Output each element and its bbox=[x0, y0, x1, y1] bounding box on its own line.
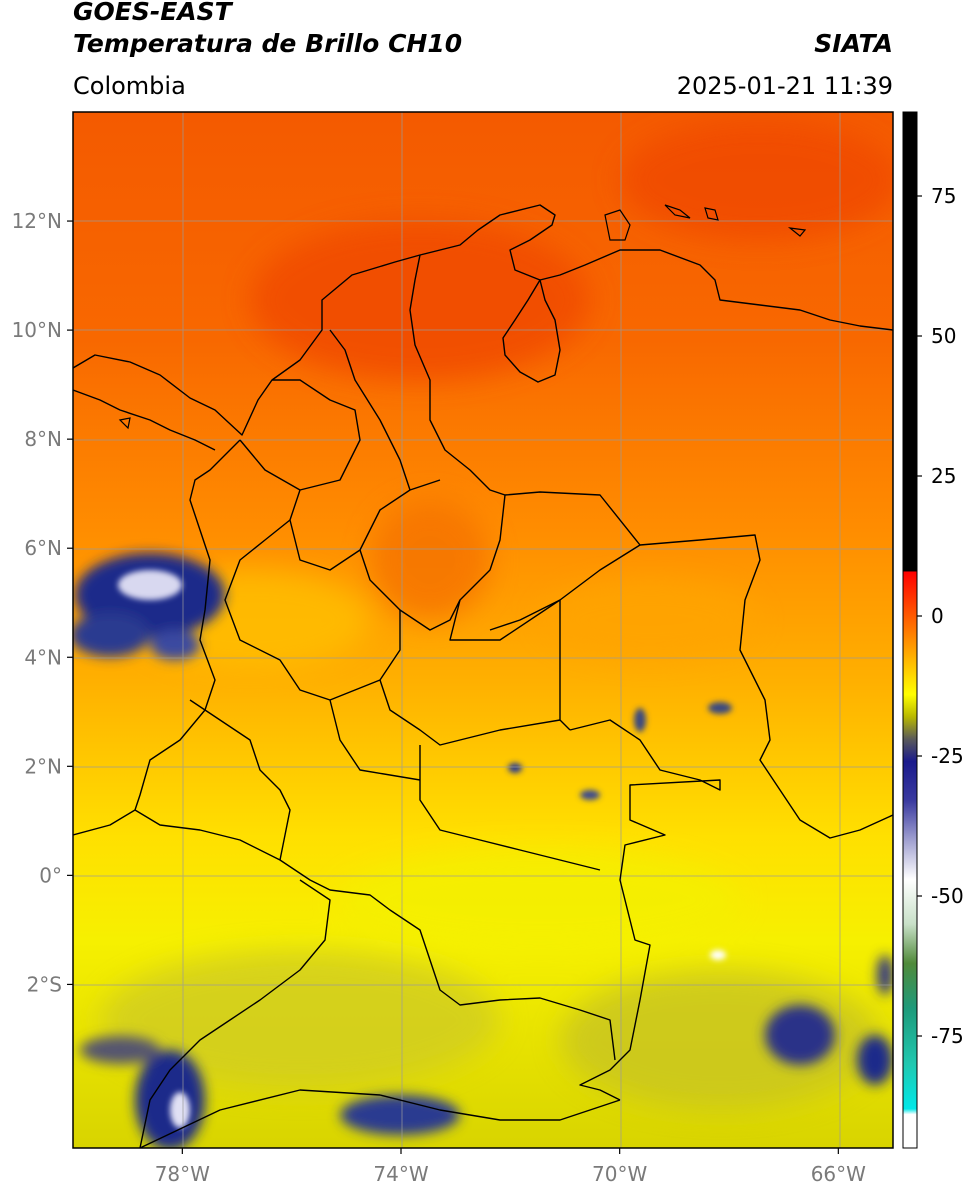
colombia-ecuador-peru-border bbox=[134, 809, 616, 1061]
internal-border-2 bbox=[289, 479, 441, 571]
amazon-river bbox=[139, 1089, 621, 1148]
colorbar-tick-label: -25 bbox=[931, 744, 964, 768]
colorbar-tick-label: -75 bbox=[931, 1024, 964, 1048]
pacific-coast bbox=[73, 439, 241, 836]
colorbar-tick-label: 50 bbox=[931, 324, 956, 348]
colombia-brazil-border bbox=[569, 719, 721, 1101]
lon-tick-label: 66°W bbox=[811, 1162, 866, 1186]
lon-tick-label: 78°W bbox=[155, 1162, 210, 1186]
internal-border-5 bbox=[379, 679, 561, 746]
colorbar-tick-label: -50 bbox=[931, 884, 964, 908]
datetime-label: 2025-01-21 11:39 bbox=[676, 72, 893, 100]
lat-tick-label: 6°N bbox=[24, 536, 62, 560]
internal-border-11 bbox=[489, 544, 641, 631]
satellite-title: GOES-EAST bbox=[73, 0, 232, 26]
lat-tick-label: 2°S bbox=[27, 972, 62, 996]
peru-coast bbox=[139, 879, 331, 1148]
colorbar: 75 50 25 0 -25 -50 -75 bbox=[902, 111, 964, 1149]
internal-border-4 bbox=[224, 519, 401, 701]
product-title: Temperatura de Brillo CH10 bbox=[73, 29, 463, 58]
agency-label: SIATA bbox=[814, 29, 893, 58]
brightness-temperature-field bbox=[73, 112, 893, 1148]
island-outlines bbox=[118, 204, 807, 430]
coastlines-borders bbox=[73, 204, 893, 1148]
longitude-ticks: 78°W 74°W 70°W 66°W bbox=[155, 1148, 866, 1186]
colorbar-tick-label: 0 bbox=[931, 604, 944, 628]
map-frame bbox=[72, 111, 894, 1149]
caribbean-coast bbox=[73, 204, 893, 436]
lat-tick-label: 10°N bbox=[12, 318, 62, 342]
lat-tick-label: 2°N bbox=[24, 754, 62, 778]
lat-tick-label: 4°N bbox=[24, 645, 62, 669]
region-label: Colombia bbox=[73, 72, 186, 100]
lat-tick-label: 0° bbox=[39, 863, 62, 887]
internal-border-1 bbox=[239, 379, 361, 491]
internal-border-6 bbox=[419, 745, 601, 871]
latitude-ticks: 12°N 10°N 8°N 6°N 4°N 2°N 0° 2°S bbox=[12, 209, 73, 996]
cold-cloud-tops bbox=[73, 553, 893, 1148]
lon-tick-label: 70°W bbox=[592, 1162, 647, 1186]
colombia-venezuela-border bbox=[409, 254, 893, 839]
lat-lon-grid bbox=[73, 112, 893, 1148]
internal-border-7 bbox=[189, 699, 291, 861]
panama-coast bbox=[73, 389, 216, 451]
colorbar-tick-label: 25 bbox=[931, 464, 956, 488]
internal-border-9 bbox=[329, 699, 421, 781]
lat-tick-label: 12°N bbox=[12, 209, 62, 233]
lon-tick-label: 74°W bbox=[373, 1162, 428, 1186]
lat-tick-label: 8°N bbox=[24, 427, 62, 451]
internal-border-8 bbox=[449, 599, 561, 641]
lake-maracaibo bbox=[502, 279, 561, 383]
internal-border-10 bbox=[329, 329, 411, 491]
colorbar-tick-label: 75 bbox=[931, 184, 956, 208]
internal-border-3 bbox=[359, 494, 506, 631]
colorbar-scale bbox=[902, 111, 918, 1149]
